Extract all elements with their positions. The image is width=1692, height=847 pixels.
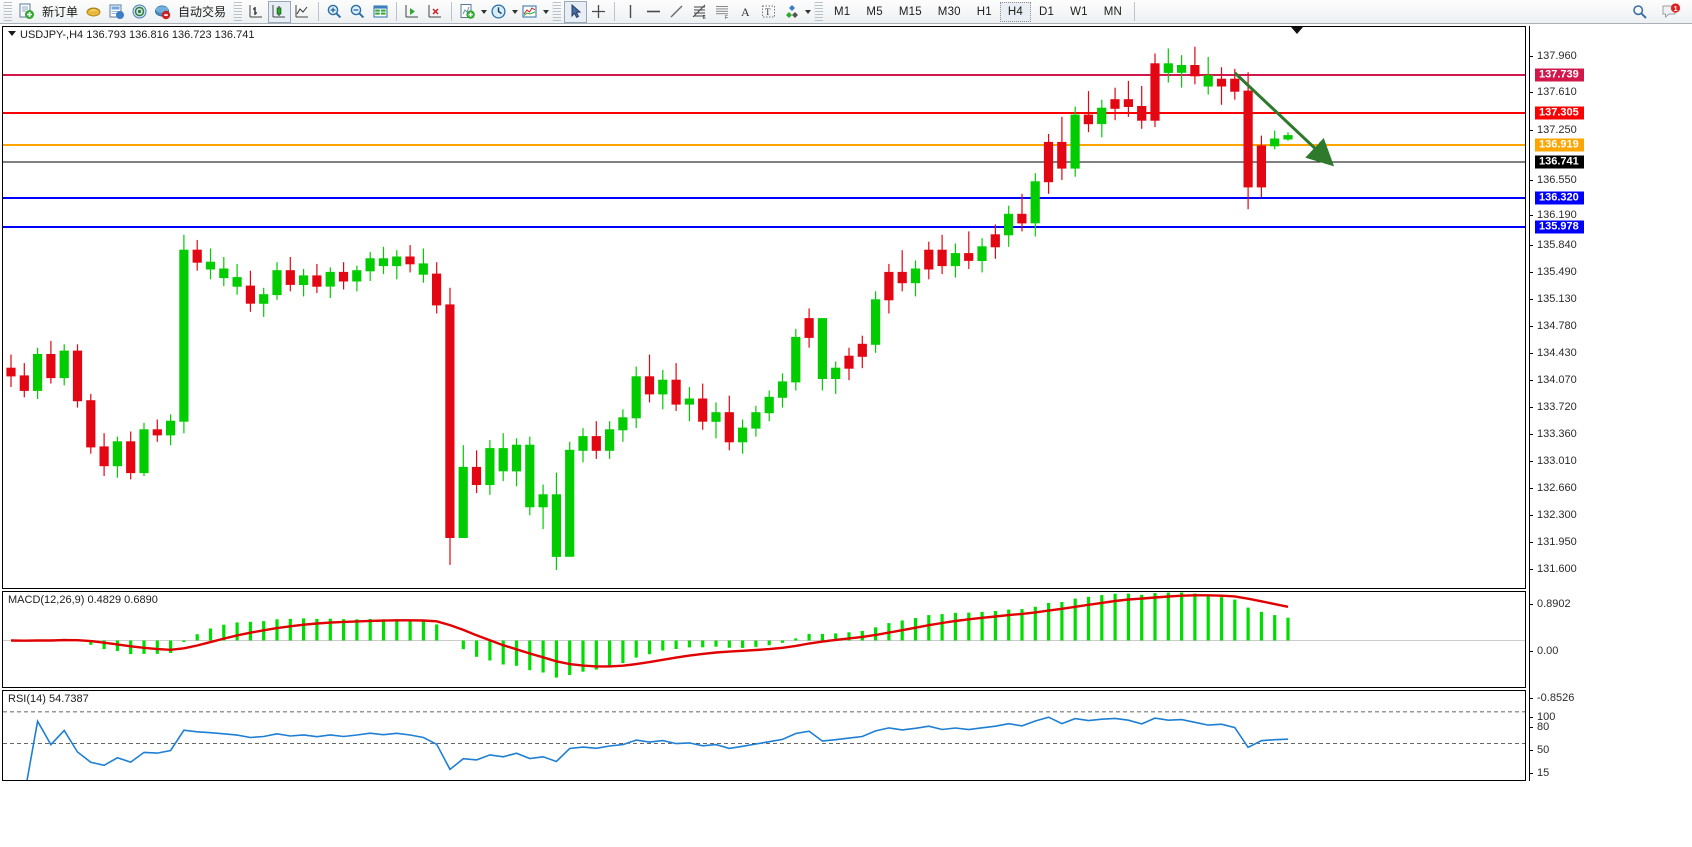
fibonacci-fan-icon[interactable]: F <box>711 1 734 23</box>
svg-text:F: F <box>725 15 728 20</box>
timeframe-m1[interactable]: M1 <box>834 5 851 18</box>
macd-pane[interactable]: MACD(12,26,9) 0.4829 0.6890 <box>2 591 1526 688</box>
notification-icon[interactable]: 1 <box>1658 1 1684 23</box>
price-axis[interactable]: 137.960 137.610 137.250 136.550 136.190 … <box>1529 26 1690 781</box>
zoom-out-icon[interactable] <box>346 1 369 23</box>
toolbar-grip[interactable] <box>3 1 12 22</box>
grid-icon[interactable] <box>369 1 392 23</box>
price-tick-label: 137.960 <box>1537 50 1577 62</box>
auto-scroll-icon[interactable] <box>401 1 424 23</box>
macd-tick-label: 0.8902 <box>1537 598 1571 610</box>
candlestick-chart-icon[interactable] <box>268 0 292 23</box>
macd-tick-label: -0.8526 <box>1537 692 1575 704</box>
price-tick-label: 133.720 <box>1537 401 1577 413</box>
chart-shift-icon[interactable] <box>424 1 447 23</box>
zoom-in-icon[interactable] <box>323 1 346 23</box>
price-tick-label: 131.950 <box>1537 536 1577 548</box>
price-tick-label: 134.430 <box>1537 347 1577 359</box>
price-plot[interactable] <box>3 27 1525 588</box>
price-level-tag[interactable]: 136.741 <box>1535 155 1584 169</box>
timeframe-m30[interactable]: M30 <box>937 5 961 18</box>
auto-trading-label[interactable]: 自动交易 <box>178 5 227 19</box>
timeframe-h1[interactable]: H1 <box>976 5 992 18</box>
rsi-pane[interactable]: RSI(14) 54.7387 <box>2 690 1526 781</box>
fibonacci-icon[interactable]: E <box>688 1 711 23</box>
price-tick-label: 135.130 <box>1537 293 1577 305</box>
rsi-tick-label: 50 <box>1537 744 1550 756</box>
search-icon[interactable] <box>1628 1 1652 23</box>
timeframe-mn[interactable]: MN <box>1103 5 1123 18</box>
candlestick-svg <box>3 46 1525 570</box>
price-tick-label: 133.360 <box>1537 428 1577 440</box>
notification-count: 1 <box>1673 4 1677 13</box>
new-order-icon[interactable] <box>15 1 38 23</box>
toolbar-grip-2[interactable] <box>233 1 243 22</box>
price-level-tag[interactable]: 137.305 <box>1535 106 1584 120</box>
toolbar-grip-4[interactable] <box>814 1 824 22</box>
templates-icon[interactable] <box>456 1 479 23</box>
rsi-tick-label: 100 <box>1537 711 1556 723</box>
crosshair-icon[interactable] <box>587 1 610 23</box>
new-order-label[interactable]: 新订单 <box>42 5 79 19</box>
navigator-icon[interactable] <box>105 1 128 23</box>
horizontal-line-icon[interactable] <box>642 1 665 23</box>
chart-collapse-caret-icon[interactable] <box>8 31 16 36</box>
price-tick-label: 136.550 <box>1537 174 1577 186</box>
price-level-tag[interactable]: 135.978 <box>1535 220 1584 234</box>
terminal-icon[interactable] <box>128 1 151 23</box>
macd-tick-label: 0.00 <box>1537 645 1559 657</box>
svg-text:E: E <box>703 15 707 20</box>
price-tick-label: 132.660 <box>1537 482 1577 494</box>
main-toolbar: 新订单 <box>0 0 1692 24</box>
bar-chart-icon[interactable] <box>245 1 268 23</box>
text-icon[interactable]: A <box>734 1 757 23</box>
cursor-icon[interactable] <box>564 0 588 23</box>
rsi-tick-label: 15 <box>1537 767 1550 779</box>
timeframe-m5[interactable]: M5 <box>866 5 883 18</box>
indicators-dropdown-caret[interactable] <box>543 9 550 14</box>
scroll-indicator-icon[interactable] <box>1291 27 1303 34</box>
rsi-title: RSI(14) 54.7387 <box>8 693 89 705</box>
chart-area[interactable]: USDJPY-,H4 136.793 136.816 136.723 136.7… <box>2 26 1690 822</box>
period-dropdown-caret[interactable] <box>512 9 519 14</box>
trend-line-icon[interactable] <box>665 1 688 23</box>
text-label-icon[interactable]: T <box>757 1 780 23</box>
indicators-icon[interactable] <box>518 1 541 23</box>
price-level-tag[interactable]: 137.739 <box>1535 68 1584 82</box>
price-tick-label: 137.250 <box>1537 124 1577 136</box>
macd-title: MACD(12,26,9) 0.4829 0.6890 <box>8 594 158 606</box>
price-pane[interactable]: USDJPY-,H4 136.793 136.816 136.723 136.7… <box>2 26 1526 589</box>
price-level-tag[interactable]: 136.919 <box>1535 138 1584 152</box>
price-tick-label: 136.190 <box>1537 209 1577 221</box>
period-icon[interactable] <box>487 1 510 23</box>
macd-plot <box>3 592 1525 687</box>
shapes-dropdown-caret[interactable] <box>805 9 812 14</box>
data-window-icon[interactable] <box>82 1 105 23</box>
line-chart-icon[interactable] <box>291 1 314 23</box>
vertical-line-icon[interactable] <box>619 1 642 23</box>
price-tick-label: 134.070 <box>1537 374 1577 386</box>
timeframe-h4[interactable]: H4 <box>999 1 1031 22</box>
symbol-title: USDJPY-,H4 136.793 136.816 136.723 136.7… <box>8 29 254 41</box>
price-tick-label: 137.610 <box>1537 86 1577 98</box>
price-level-tag[interactable]: 136.320 <box>1535 191 1584 205</box>
price-tick-label: 132.300 <box>1537 509 1577 521</box>
rsi-plot <box>3 691 1525 780</box>
svg-text:T: T <box>765 7 771 17</box>
strategy-tester-icon[interactable] <box>151 1 174 23</box>
svg-text:A: A <box>741 5 750 19</box>
timeframe-m15[interactable]: M15 <box>898 5 922 18</box>
price-tick-label: 134.780 <box>1537 320 1577 332</box>
price-tick-label: 135.840 <box>1537 239 1577 251</box>
rsi-tick-label: 80 <box>1537 721 1550 733</box>
timeframe-w1[interactable]: W1 <box>1070 5 1088 18</box>
toolbar-grip-3[interactable] <box>552 1 562 22</box>
templates-dropdown-caret[interactable] <box>481 9 488 14</box>
price-tick-label: 133.010 <box>1537 455 1577 467</box>
price-tick-label: 135.490 <box>1537 266 1577 278</box>
price-tick-label: 131.600 <box>1537 563 1577 575</box>
timeframe-d1[interactable]: D1 <box>1039 5 1055 18</box>
shapes-icon[interactable] <box>780 1 803 23</box>
